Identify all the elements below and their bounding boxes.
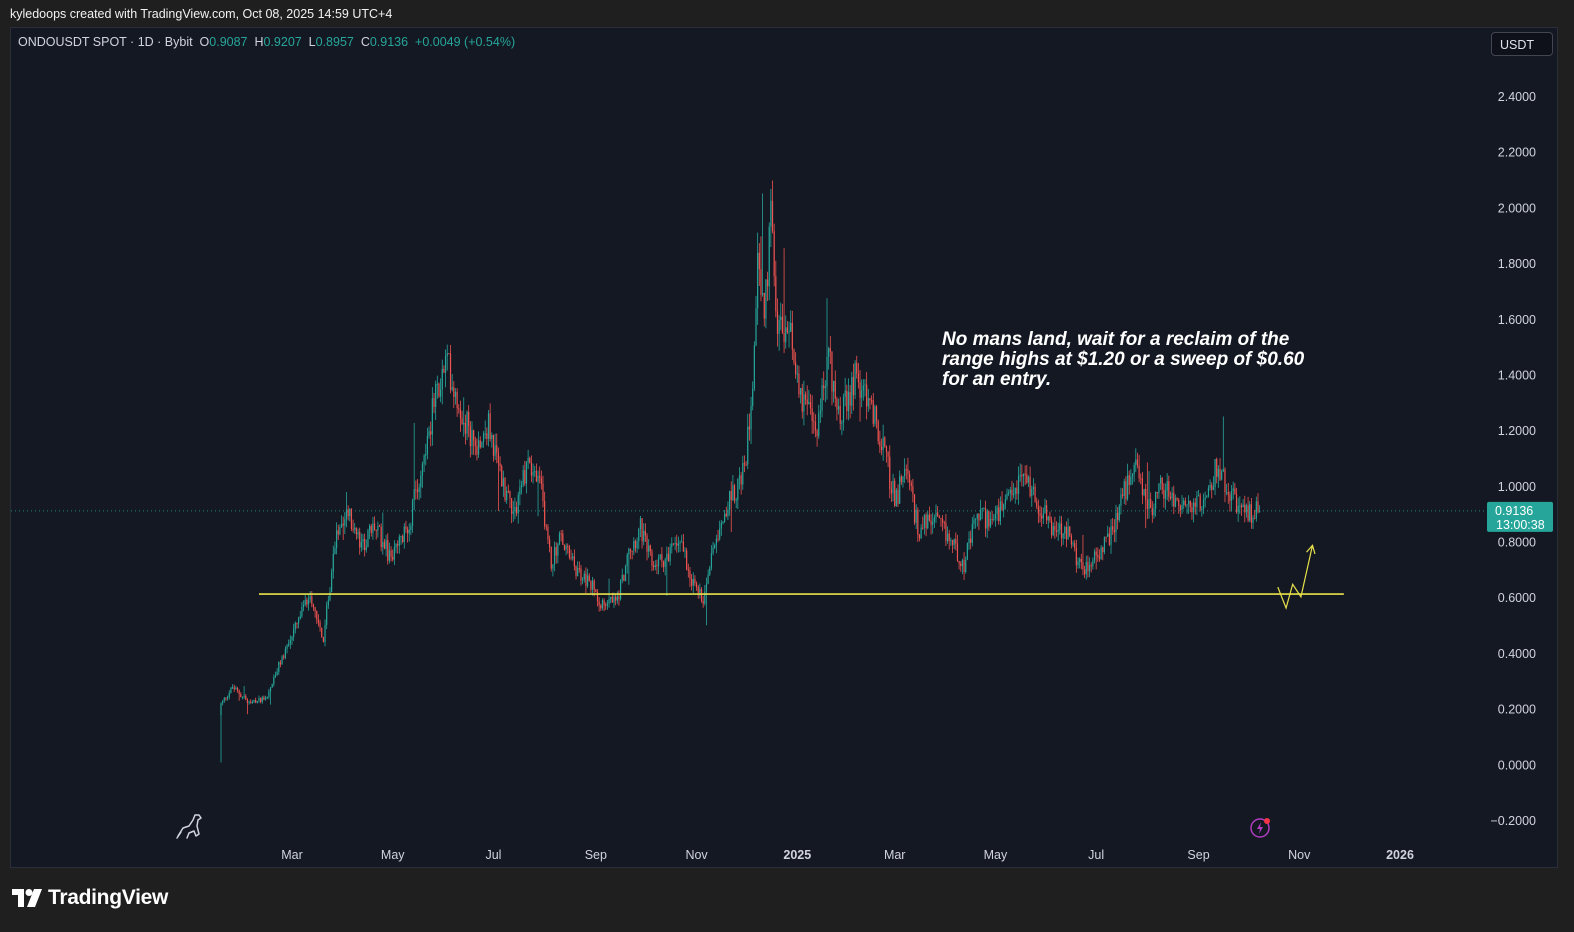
tradingview-logo[interactable]: TradingView: [12, 886, 168, 910]
open-value: 0.9087: [209, 35, 248, 49]
chart-panel[interactable]: [10, 27, 1558, 868]
change-value: +0.0049 (+0.54%): [415, 35, 516, 49]
analysis-annotation[interactable]: No mans land, wait for a reclaim of the …: [942, 329, 1305, 390]
low-value: 0.8957: [315, 35, 354, 49]
chart-attribution: kyledoops created with TradingView.com, …: [10, 7, 393, 21]
close-value: 0.9136: [369, 35, 409, 49]
tradingview-logo-icon: [12, 889, 42, 907]
symbol-name[interactable]: ONDOUSDT SPOT · 1D · Bybit: [18, 35, 193, 49]
currency-button[interactable]: USDT: [1491, 32, 1553, 56]
high-value: 0.9207: [263, 35, 302, 49]
open-label: O: [199, 35, 210, 49]
close-label: C: [360, 35, 370, 49]
low-label: L: [308, 35, 316, 49]
symbol-legend: ONDOUSDT SPOT · 1D · Bybit O0.9087 H0.92…: [18, 35, 515, 49]
high-label: H: [254, 35, 264, 49]
tradingview-brand: TradingView: [48, 886, 169, 909]
